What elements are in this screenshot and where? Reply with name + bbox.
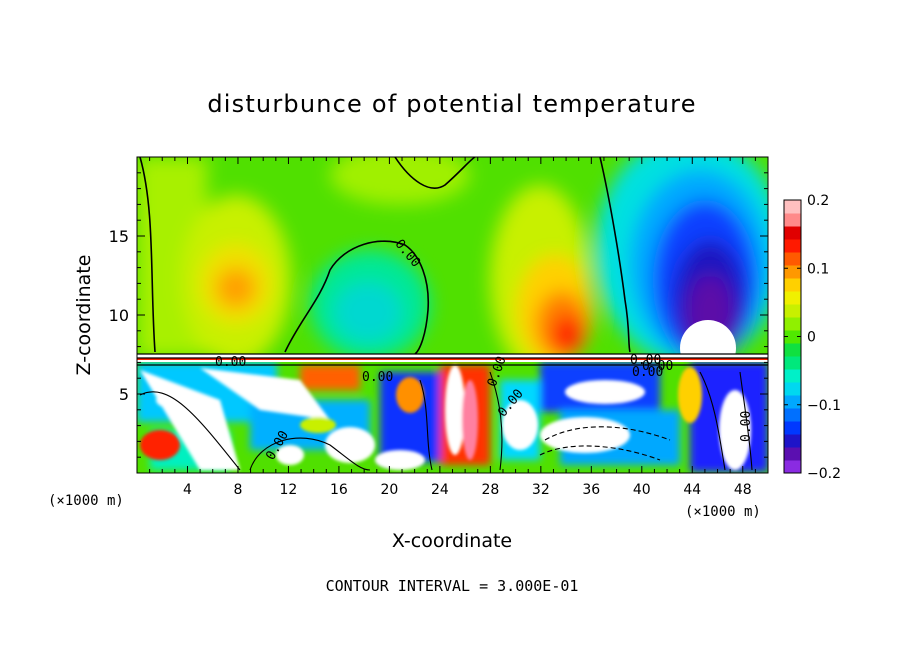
colorbar-swatch: [784, 317, 801, 331]
colorbar-swatch: [784, 395, 801, 409]
x-axis: 4 8 12 16 20 24 28 32 36 40 44 48: [149, 157, 756, 498]
colorbar-swatch: [784, 291, 801, 305]
colorbar-swatch: [784, 434, 801, 448]
x-tick-label: 36: [582, 482, 600, 498]
contour-label: 0.00: [739, 411, 754, 442]
contour-label: 0.00: [642, 359, 673, 374]
x-tick-label: 4: [183, 482, 192, 498]
x-tick-label: 28: [481, 482, 499, 498]
colorbar-swatch: [784, 408, 801, 422]
y-axis-label: Z-coordinate: [73, 255, 95, 376]
colorbar-swatch: [784, 421, 801, 435]
colorbar-swatch: [784, 330, 801, 344]
x-unit-label: (×1000 m): [48, 493, 124, 509]
x-tick-label: 8: [233, 482, 242, 498]
heatmap-field: [137, 157, 768, 473]
x-tick-label: 12: [280, 482, 298, 498]
colorbar-swatch: [784, 343, 801, 357]
colorbar-swatch: [784, 304, 801, 318]
z-unit-label: (×1000 m): [685, 504, 761, 520]
colorbar-swatch: [784, 239, 801, 253]
x-axis-label: X-coordinate: [392, 530, 512, 552]
colorbar-tick-label: 0.1: [807, 261, 829, 277]
contour-label: 0.00: [362, 370, 393, 385]
x-tick-label: 44: [683, 482, 701, 498]
colorbar-tick-label: −0.1: [807, 398, 841, 414]
colorbar-swatch: [784, 460, 801, 474]
colorbar: 0.2 0.1 0 −0.1 −0.2: [783, 193, 841, 482]
colorbar-tick-label: 0: [807, 330, 816, 346]
x-tick-label: 32: [532, 482, 550, 498]
contour-interval-note: CONTOUR INTERVAL = 3.000E-01: [326, 577, 579, 595]
colorbar-swatch: [784, 265, 801, 279]
chart-title: disturbunce of potential temperature: [207, 90, 696, 118]
x-tick-label: 20: [380, 482, 398, 498]
x-tick-label: 16: [330, 482, 348, 498]
y-axis: 5 10 15: [109, 172, 768, 458]
colorbar-swatch: [784, 382, 801, 396]
colorbar-tick-label: −0.2: [807, 466, 841, 482]
x-tick-label: 24: [431, 482, 449, 498]
colorbar-swatch: [784, 213, 801, 227]
contour-lines: [137, 157, 768, 471]
colorbar-tick-label: 0.2: [807, 193, 829, 209]
y-tick-label: 10: [109, 306, 129, 325]
contour-label: 0.00: [632, 365, 663, 380]
colorbar-swatch: [784, 252, 801, 266]
y-tick-label: 15: [109, 227, 129, 246]
colorbar-swatch: [784, 356, 801, 370]
x-tick-label: 40: [633, 482, 651, 498]
contour-label: 0.00: [215, 355, 246, 370]
x-tick-label: 48: [734, 482, 752, 498]
colorbar-swatch: [784, 200, 801, 214]
colorbar-swatch: [784, 278, 801, 292]
y-tick-label: 5: [119, 385, 129, 404]
colorbar-swatch: [784, 447, 801, 461]
colorbar-swatch: [784, 226, 801, 240]
contour-label: 0.00: [630, 353, 661, 368]
colorbar-swatch: [784, 369, 801, 383]
